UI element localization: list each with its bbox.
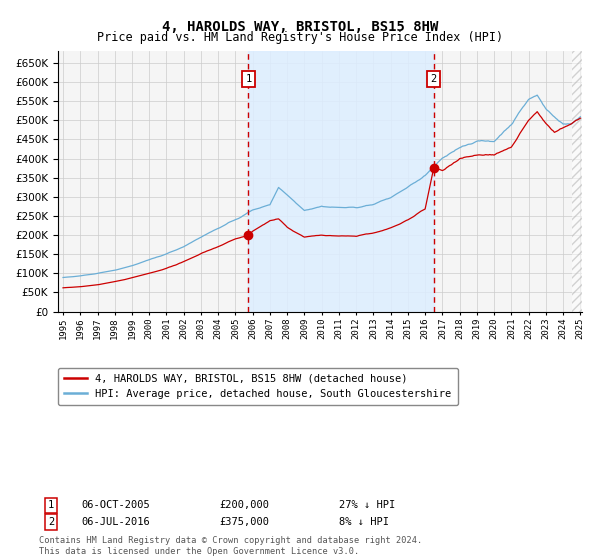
Text: 1: 1 [48,500,54,510]
Text: 4, HAROLDS WAY, BRISTOL, BS15 8HW: 4, HAROLDS WAY, BRISTOL, BS15 8HW [162,20,438,34]
Text: 2: 2 [431,74,437,84]
Text: 1: 1 [245,74,251,84]
Text: £375,000: £375,000 [219,517,269,527]
Text: 27% ↓ HPI: 27% ↓ HPI [339,500,395,510]
Legend: 4, HAROLDS WAY, BRISTOL, BS15 8HW (detached house), HPI: Average price, detached: 4, HAROLDS WAY, BRISTOL, BS15 8HW (detac… [58,367,458,405]
Text: 2: 2 [48,517,54,527]
Text: 06-OCT-2005: 06-OCT-2005 [81,500,150,510]
Text: 06-JUL-2016: 06-JUL-2016 [81,517,150,527]
Bar [248,52,434,311]
Text: Price paid vs. HM Land Registry's House Price Index (HPI): Price paid vs. HM Land Registry's House … [97,31,503,44]
Text: Contains HM Land Registry data © Crown copyright and database right 2024.
This d: Contains HM Land Registry data © Crown c… [39,536,422,556]
Text: £200,000: £200,000 [219,500,269,510]
Text: 8% ↓ HPI: 8% ↓ HPI [339,517,389,527]
